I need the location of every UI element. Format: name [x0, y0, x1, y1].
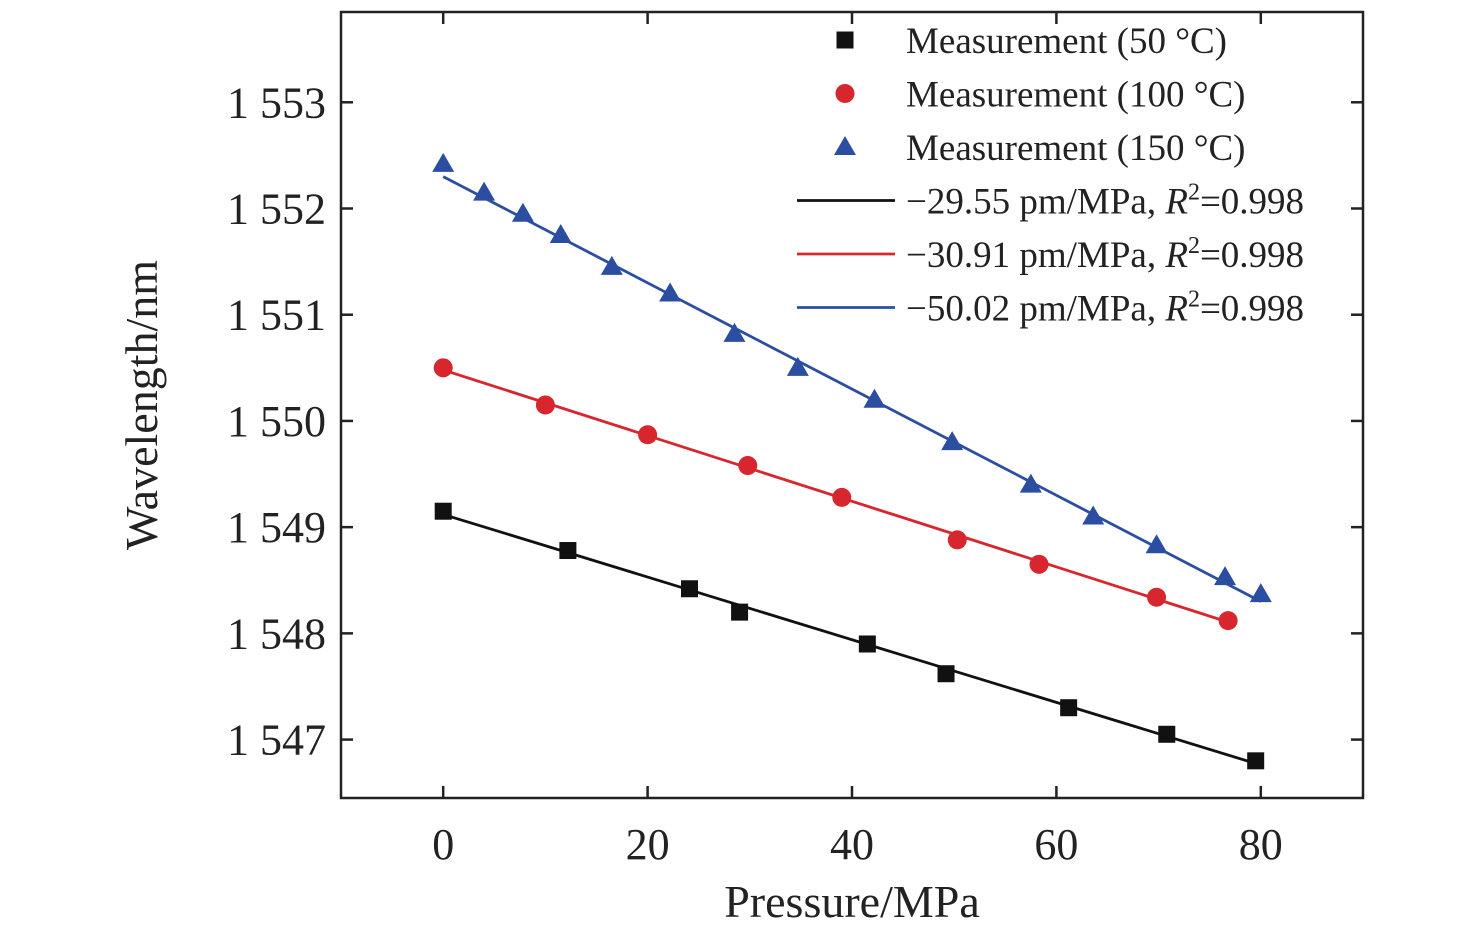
data-point-s1-0: [433, 358, 453, 378]
y-tick-label: 1 549: [227, 503, 326, 552]
legend: Measurement (50 °C) Measurement (100 °C) M…: [797, 21, 1304, 330]
data-point-s1-4: [832, 487, 852, 507]
data-point-s1-8: [1218, 611, 1238, 631]
data-point-s2-0: [432, 152, 455, 172]
data-point-s0-8: [1247, 752, 1265, 770]
x-tick-label: 80: [1239, 820, 1283, 869]
y-tick-label: 1 551: [227, 291, 326, 340]
legend-label-5: −50.02 pm/MPa, R2=0.998: [906, 287, 1304, 330]
data-point-s2-1: [473, 181, 496, 201]
x-tick-label: 20: [626, 820, 670, 869]
y-tick-label: 1 547: [227, 716, 326, 765]
data-point-s1-7: [1147, 587, 1167, 607]
fit-line-5: [442, 175, 1262, 603]
legend-marker-1: [835, 84, 855, 103]
legend-label-4: −30.91 pm/MPa, R2=0.998: [906, 233, 1304, 276]
legend-label-0: Measurement (50 °C): [906, 21, 1227, 62]
data-point-s1-1: [535, 395, 555, 415]
y-axis-title: Wavelength/nm: [116, 260, 167, 550]
data-markers: [432, 152, 1272, 770]
y-tick-label: 1 550: [227, 397, 326, 446]
data-point-s0-0: [434, 502, 452, 520]
data-point-s2-4: [600, 255, 623, 275]
data-point-s0-5: [937, 665, 955, 683]
legend-marker-0: [836, 31, 854, 49]
data-point-s2-2: [511, 202, 534, 222]
legend-item-1: Measurement (100 °C): [835, 75, 1246, 116]
x-tick-label: 60: [1034, 820, 1078, 869]
x-axis-title: Pressure/MPa: [724, 876, 980, 927]
legend-marker-2: [834, 136, 856, 155]
y-tick-label: 1 553: [227, 78, 326, 127]
x-axis-ticks: 0 20 40 60 80: [432, 12, 1283, 869]
data-point-s0-3: [731, 603, 749, 621]
data-point-s2-6: [723, 322, 746, 342]
data-point-s2-11: [1082, 505, 1105, 525]
data-point-s2-5: [659, 282, 682, 302]
data-point-s0-1: [559, 542, 577, 560]
legend-item-2: Measurement (150 °C): [834, 128, 1246, 169]
data-point-s1-5: [947, 530, 967, 550]
data-point-s0-7: [1158, 725, 1176, 743]
data-point-s0-6: [1060, 699, 1078, 717]
data-point-s2-12: [1145, 534, 1168, 554]
x-tick-label: 40: [830, 820, 874, 869]
data-point-s1-2: [638, 425, 658, 445]
data-point-s2-9: [941, 431, 964, 451]
legend-label-3: −29.55 pm/MPa, R2=0.998: [906, 180, 1304, 223]
data-point-s1-6: [1029, 554, 1049, 574]
y-tick-label: 1 548: [227, 609, 326, 658]
legend-item-4: −30.91 pm/MPa, R2=0.998: [797, 233, 1304, 276]
data-point-s2-14: [1249, 583, 1272, 603]
legend-label-2: Measurement (150 °C): [906, 128, 1246, 169]
legend-label-1: Measurement (100 °C): [906, 75, 1246, 116]
data-point-s2-8: [863, 388, 886, 408]
data-point-s0-4: [858, 635, 876, 653]
legend-item-3: −29.55 pm/MPa, R2=0.998: [797, 180, 1304, 223]
legend-item-0: Measurement (50 °C): [836, 21, 1227, 62]
y-tick-label: 1 552: [227, 185, 326, 234]
fit-line-3: [442, 513, 1262, 767]
legend-item-5: −50.02 pm/MPa, R2=0.998: [797, 287, 1304, 330]
data-point-s2-10: [1019, 473, 1042, 493]
data-point-s2-7: [786, 356, 809, 376]
x-tick-label: 0: [432, 820, 454, 869]
y-axis-ticks: 1 547 1 548 1 549 1 550 1 551 1 552 1 553: [227, 78, 1363, 765]
data-point-s1-3: [738, 456, 758, 476]
data-point-s2-13: [1214, 566, 1237, 586]
data-point-s2-3: [549, 224, 572, 244]
data-point-s0-2: [681, 580, 699, 598]
